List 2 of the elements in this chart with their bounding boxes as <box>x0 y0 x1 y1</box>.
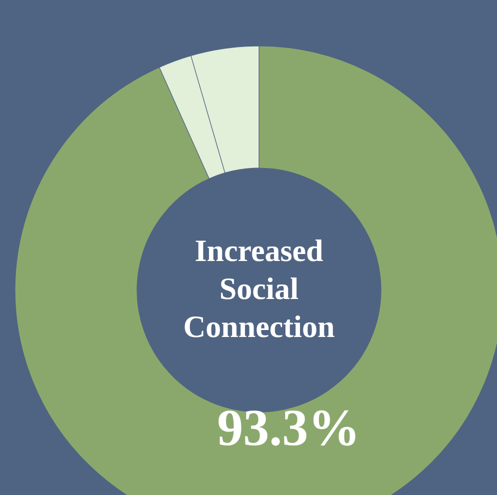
text: Increased Social Connection <box>183 233 335 344</box>
data-label: 93.3% <box>217 400 360 457</box>
